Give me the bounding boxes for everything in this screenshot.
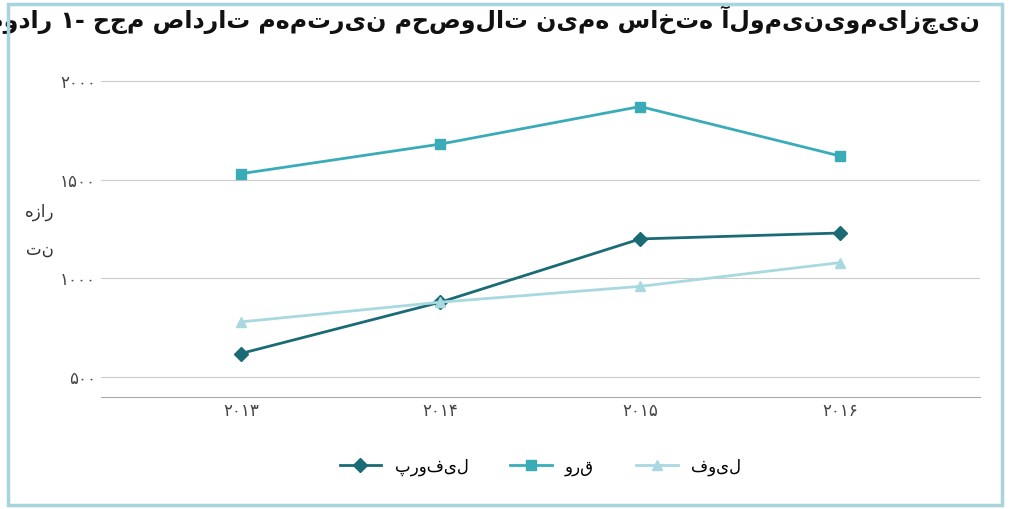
Legend: پروفیل, ورق, فویل: پروفیل, ورق, فویل: [333, 451, 747, 483]
Text: نمودار ۱- حجم صادرات مهمترین محصولات نیمه ساخته آلومینیومیازچین: نمودار ۱- حجم صادرات مهمترین محصولات نیم…: [0, 6, 980, 34]
Text: هزار: هزار: [24, 203, 55, 221]
Text: تن: تن: [25, 240, 54, 258]
